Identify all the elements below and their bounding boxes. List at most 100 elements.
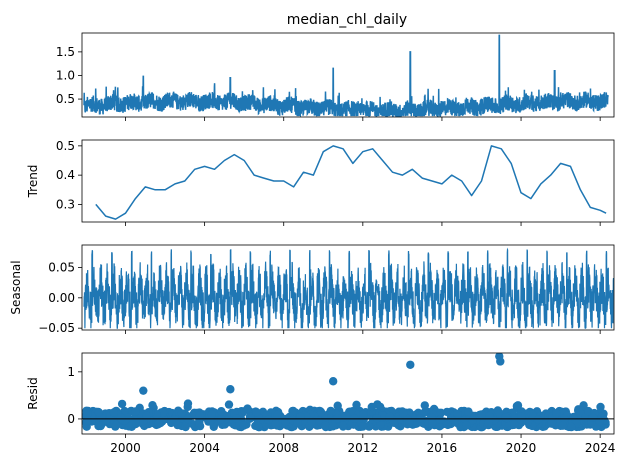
resid-point xyxy=(173,420,182,430)
resid-point xyxy=(83,409,92,419)
resid-point xyxy=(271,420,280,429)
y-tick-label: 1.5 xyxy=(56,45,75,59)
resid-point xyxy=(264,415,273,425)
axes-frame xyxy=(81,139,615,223)
resid-point xyxy=(547,419,556,428)
resid-point xyxy=(558,421,568,430)
resid-point xyxy=(372,414,382,423)
resid-point xyxy=(273,410,282,419)
resid-panel: 0 1 Resid xyxy=(26,352,615,438)
resid-point xyxy=(389,418,399,427)
resid-point xyxy=(420,401,429,410)
resid-outlier xyxy=(226,385,235,394)
resid-point xyxy=(468,416,477,425)
y-tick-label: 1.0 xyxy=(56,68,75,82)
resid-point xyxy=(358,422,368,431)
x-tick-label: 2012 xyxy=(348,441,379,455)
trend-line xyxy=(95,145,607,220)
resid-point xyxy=(239,421,249,430)
y-tick-label: 0.00 xyxy=(48,291,75,305)
resid-point xyxy=(109,408,119,417)
x-tick-label: 2008 xyxy=(268,441,299,455)
resid-point xyxy=(116,413,126,423)
chart-title: median_chl_daily xyxy=(287,12,407,28)
resid-point xyxy=(427,419,437,428)
resid-point xyxy=(462,421,471,430)
resid-point xyxy=(464,407,473,416)
y-tick-label: 0.05 xyxy=(48,260,75,274)
y-tick-label: 0.5 xyxy=(56,92,75,106)
x-tick-label: 2000 xyxy=(110,441,141,455)
seasonal-line xyxy=(83,247,614,329)
resid-point xyxy=(405,419,414,428)
resid-point xyxy=(436,408,446,417)
y-axis-label: Seasonal xyxy=(9,260,23,314)
resid-point xyxy=(501,413,510,422)
resid-point xyxy=(177,409,187,418)
resid-point xyxy=(232,414,241,423)
resid-point xyxy=(316,408,326,417)
resid-point xyxy=(183,399,193,408)
resid-point xyxy=(321,421,330,430)
plot-area xyxy=(82,353,614,432)
resid-point xyxy=(385,412,395,421)
resid-point xyxy=(243,404,252,413)
resid-point xyxy=(148,401,157,410)
y-axis-label: Resid xyxy=(26,377,40,409)
resid-point xyxy=(217,407,226,416)
x-axis-ticks: 2000 2004 2008 2012 2016 2020 2024 xyxy=(110,441,615,455)
resid-outlier xyxy=(139,386,148,395)
resid-point xyxy=(326,406,335,416)
resid-point xyxy=(83,416,92,425)
resid-point xyxy=(453,409,462,419)
resid-point xyxy=(333,414,342,423)
resid-point xyxy=(523,417,533,427)
resid-point xyxy=(341,411,350,420)
resid-point xyxy=(352,400,361,409)
x-tick-label: 2024 xyxy=(585,441,616,455)
y-tick-label: 0 xyxy=(67,412,75,426)
resid-point xyxy=(552,409,561,418)
resid-point xyxy=(588,413,597,422)
resid-point xyxy=(293,418,302,427)
resid-point xyxy=(484,418,493,428)
resid-point xyxy=(224,400,234,409)
y-tick-label: 1 xyxy=(67,365,75,379)
resid-point xyxy=(450,418,459,427)
resid-point xyxy=(517,412,526,421)
resid-point xyxy=(477,410,486,419)
y-tick-label: −0.05 xyxy=(38,321,75,335)
axes-frame xyxy=(81,352,615,435)
resid-point xyxy=(117,399,127,409)
y-tick-label: 0.4 xyxy=(56,168,75,182)
resid-point xyxy=(333,401,342,410)
y-axis-label: Trend xyxy=(26,165,40,199)
resid-point xyxy=(484,411,494,421)
resid-point xyxy=(195,418,204,428)
resid-point xyxy=(207,410,216,419)
resid-point xyxy=(154,419,163,428)
resid-point xyxy=(443,420,452,430)
resid-point xyxy=(376,402,385,412)
resid-point xyxy=(94,408,104,417)
resid-point xyxy=(510,420,519,429)
resid-point xyxy=(367,402,376,412)
resid-outlier xyxy=(406,360,415,369)
resid-point xyxy=(398,409,408,418)
resid-outlier xyxy=(496,357,505,366)
x-tick-label: 2016 xyxy=(427,441,458,455)
resid-point xyxy=(252,408,261,417)
axes-frame xyxy=(81,32,615,118)
y-tick-label: 0.3 xyxy=(56,197,75,211)
resid-point xyxy=(364,422,374,431)
resid-point xyxy=(158,408,168,418)
resid-point xyxy=(131,407,140,416)
plot-area xyxy=(83,34,609,117)
resid-point xyxy=(254,422,263,432)
trend-panel: 0.3 0.4 0.5 Trend xyxy=(26,139,615,226)
resid-outlier xyxy=(328,377,338,386)
observed-panel: 0.5 1.0 1.5 xyxy=(56,32,615,121)
resid-point xyxy=(358,410,368,420)
resid-point xyxy=(513,401,523,410)
